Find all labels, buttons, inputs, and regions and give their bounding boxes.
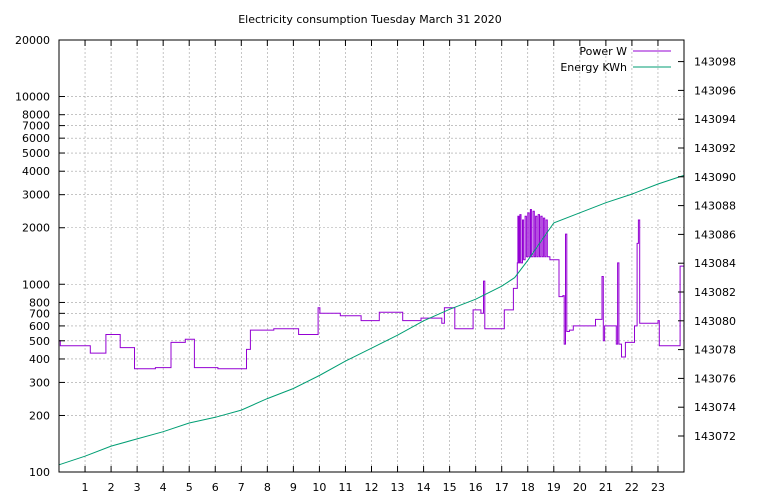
legend-label: Energy KWh xyxy=(560,61,627,74)
y-left-tick-label: 8000 xyxy=(22,109,50,122)
y-left-tick-label: 3000 xyxy=(22,189,50,202)
x-tick-label: 15 xyxy=(443,481,457,494)
y-left-tick-label: 400 xyxy=(29,353,50,366)
x-tick-label: 6 xyxy=(212,481,219,494)
x-tick-label: 21 xyxy=(599,481,613,494)
y-right-tick-label: 143096 xyxy=(694,84,736,97)
x-tick-label: 4 xyxy=(160,481,167,494)
series-lines xyxy=(58,174,685,466)
grid-lines xyxy=(59,39,684,473)
series-line-energy-kwh xyxy=(58,174,685,466)
x-tick-label: 13 xyxy=(391,481,405,494)
x-tick-label: 12 xyxy=(365,481,379,494)
x-tick-label: 9 xyxy=(290,481,297,494)
legend-label: Power W xyxy=(579,45,627,58)
x-tick-label: 3 xyxy=(134,481,141,494)
y-left-tick-label: 4000 xyxy=(22,165,50,178)
y-right-tick-label: 143092 xyxy=(694,142,736,155)
x-tick-label: 19 xyxy=(547,481,561,494)
y-left-tick-label: 20000 xyxy=(15,34,50,47)
y-right-tick-label: 143082 xyxy=(694,286,736,299)
y-right-tick-label: 143078 xyxy=(694,344,736,357)
y-left-tick-label: 5000 xyxy=(22,147,50,160)
chart-title: Electricity consumption Tuesday March 31… xyxy=(238,13,502,26)
y-left-tick-label: 200 xyxy=(29,409,50,422)
x-tick-label: 22 xyxy=(625,481,639,494)
y-left-tick-label: 6000 xyxy=(22,132,50,145)
y-left-tick-label: 2000 xyxy=(22,222,50,235)
x-tick-label: 8 xyxy=(264,481,271,494)
x-tick-label: 23 xyxy=(651,481,665,494)
y-left-tick-label: 7000 xyxy=(22,120,50,133)
y-right-tick-label: 143074 xyxy=(694,401,736,414)
y-right-tick-label: 143086 xyxy=(694,228,736,241)
y-right-tick-label: 143080 xyxy=(694,315,736,328)
y-left-tick-label: 10000 xyxy=(15,91,50,104)
y-right-tick-label: 143088 xyxy=(694,200,736,213)
y-left-tick-label: 800 xyxy=(29,296,50,309)
y-right-tick-label: 143072 xyxy=(694,430,736,443)
x-tick-label: 5 xyxy=(186,481,193,494)
legend: Power W Energy KWh xyxy=(560,45,671,74)
y-left-tick-label: 700 xyxy=(29,307,50,320)
x-tick-label: 16 xyxy=(469,481,483,494)
y-right-tick-label: 143084 xyxy=(694,257,736,270)
y-right-tick-label: 143098 xyxy=(694,56,736,69)
y-right-tick-label: 143094 xyxy=(694,113,736,126)
x-tick-label: 11 xyxy=(338,481,352,494)
x-tick-label: 14 xyxy=(417,481,431,494)
x-tick-label: 2 xyxy=(108,481,115,494)
y-left-tick-label: 1000 xyxy=(22,278,50,291)
x-tick-label: 20 xyxy=(573,481,587,494)
x-tick-label: 18 xyxy=(521,481,535,494)
y-right-tick-label: 143090 xyxy=(694,171,736,184)
y-right-tick-label: 143076 xyxy=(694,372,736,385)
x-tick-label: 17 xyxy=(495,481,509,494)
x-tick-label: 1 xyxy=(82,481,89,494)
series-line-power-w xyxy=(59,209,684,370)
x-tick-label: 7 xyxy=(238,481,245,494)
x-tick-label: 10 xyxy=(312,481,326,494)
y-left-tick-label: 500 xyxy=(29,335,50,348)
axis-ticks: 1 2 3 4 5 6 7 8 9 10 11 12 13 14 15 16 17 18 19 20 21 22 23100… xyxy=(15,34,736,494)
y-left-tick-label: 600 xyxy=(29,320,50,333)
y-left-tick-label: 100 xyxy=(29,466,50,479)
y-left-tick-label: 300 xyxy=(29,376,50,389)
